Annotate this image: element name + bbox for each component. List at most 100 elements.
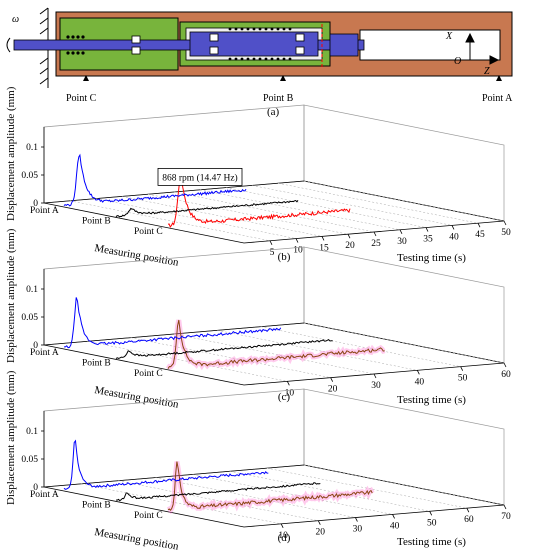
position-label: Point A — [30, 206, 59, 216]
x-tick-label: 20 — [316, 528, 326, 538]
time-gridline — [130, 337, 331, 378]
x-tick — [429, 511, 433, 516]
x-tick — [269, 240, 273, 245]
time-gridline — [118, 480, 319, 521]
time-gridline — [303, 322, 505, 364]
x-tick — [399, 229, 403, 234]
time-gridline — [155, 477, 356, 518]
position-label: Point C — [134, 369, 163, 379]
x-axis-label: Testing time (s) — [397, 394, 466, 406]
point-a-marker — [496, 75, 502, 81]
time-gridline — [277, 182, 479, 224]
x-axis-label: Testing time (s) — [397, 536, 466, 548]
shaft — [13, 39, 365, 51]
y-tick-label: 0.1 — [26, 427, 38, 437]
time-gridline — [147, 193, 349, 235]
omega-label: ω — [12, 14, 19, 25]
x-axis-label: Testing time (s) — [397, 252, 466, 264]
time-gridline — [69, 200, 271, 242]
x-tick — [466, 507, 470, 513]
time-gridline — [199, 189, 401, 231]
x-tick-label: 50 — [427, 518, 437, 528]
time-gridline — [229, 471, 430, 512]
x-tick — [373, 231, 377, 237]
y-tick-label: 0.1 — [26, 285, 38, 295]
spindle-schematic: ω X O Z Point C Point B Point A (a) — [6, 7, 513, 118]
x-tick — [392, 514, 395, 519]
y-axis-label: Displacement amplitude (mm) — [5, 228, 17, 363]
y-tick-label: 0 — [33, 483, 38, 493]
x-tick-label: 60 — [464, 515, 474, 525]
series-line-point-c — [167, 173, 351, 228]
x-tick — [347, 234, 351, 239]
x-tick — [280, 523, 284, 529]
y-tick-label: 0.05 — [21, 171, 38, 181]
depth-axis-label: Measuring position — [93, 526, 180, 550]
y-axis-label: Displacement amplitude (mm) — [5, 86, 17, 221]
point-c-marker — [83, 75, 89, 81]
time-gridline — [173, 333, 375, 375]
series-line-point-c — [167, 319, 385, 369]
time-gridline — [251, 185, 453, 226]
x-tick-label: 30 — [353, 525, 363, 535]
housing-cavity — [359, 29, 501, 61]
x-tick — [321, 236, 325, 241]
position-label: Point C — [134, 227, 163, 237]
x-tick-label: 50 — [458, 374, 468, 384]
x-tick-label: 50 — [501, 228, 511, 238]
side-wall — [303, 104, 505, 222]
x-tick-label: 40 — [449, 232, 459, 242]
point-c-label: Point C — [66, 93, 97, 104]
bearing-rows — [66, 27, 292, 61]
time-gridline — [225, 187, 427, 228]
position-label: Point C — [134, 511, 163, 521]
y-tick-label: 0 — [33, 341, 38, 351]
x-tick-label: 10 — [278, 531, 288, 541]
coordinate-axes — [465, 32, 500, 65]
point-b-marker — [280, 75, 286, 81]
depth-axis-label: Measuring position — [93, 242, 180, 269]
time-gridline — [81, 483, 282, 525]
x-tick-label: 45 — [475, 230, 485, 240]
x-tick — [460, 366, 464, 371]
x-tick-label: 60 — [501, 370, 511, 380]
x-tick — [330, 377, 334, 382]
x-tick-label: 30 — [397, 237, 407, 247]
x-tick-label: 15 — [319, 243, 329, 253]
x-tick — [503, 220, 507, 226]
y-tick-label: 0.05 — [21, 313, 38, 323]
position-label: Point A — [30, 490, 59, 500]
axis-x-label: X — [445, 31, 453, 42]
y-tick-label: 0.05 — [21, 455, 38, 465]
shaft-end — [329, 33, 359, 57]
y-tick-label: 0 — [33, 199, 38, 209]
time-gridline — [303, 180, 505, 222]
chart-b: 0 0.05 0.1 5 10 15 20 25 30 35 40 45 50 Point C Point … — [5, 86, 511, 269]
series-line-point-b — [115, 199, 299, 218]
side-wall — [303, 388, 505, 506]
back-wall — [43, 104, 305, 204]
position-label: Point B — [82, 216, 111, 226]
x-tick — [355, 517, 358, 522]
annotation-box — [157, 167, 243, 186]
position-label: Point A — [30, 348, 59, 358]
time-gridline — [303, 464, 505, 506]
x-tick-label: 40 — [415, 377, 425, 387]
point-b-label: Point B — [263, 93, 294, 104]
depth-axis-label: Measuring position — [93, 384, 180, 411]
annotation-label: 868 rpm (14.47 Hz) — [162, 172, 237, 183]
x-tick-label: 20 — [345, 241, 355, 251]
x-tick-label: 10 — [285, 388, 295, 398]
axis-z-label: Z — [484, 66, 490, 77]
x-tick-label: 70 — [501, 512, 511, 522]
chart-caption: (b) — [278, 251, 291, 263]
x-tick — [477, 223, 481, 228]
x-tick-label: 30 — [371, 381, 381, 391]
x-tick — [451, 225, 455, 230]
axis-o-label: O — [454, 56, 461, 67]
time-gridline — [260, 326, 461, 367]
y-axis-label: Displacement amplitude (mm) — [5, 370, 17, 505]
bearing-boxes — [131, 33, 305, 55]
series-line-point-a — [64, 297, 282, 349]
series-line-point-c — [167, 461, 373, 511]
